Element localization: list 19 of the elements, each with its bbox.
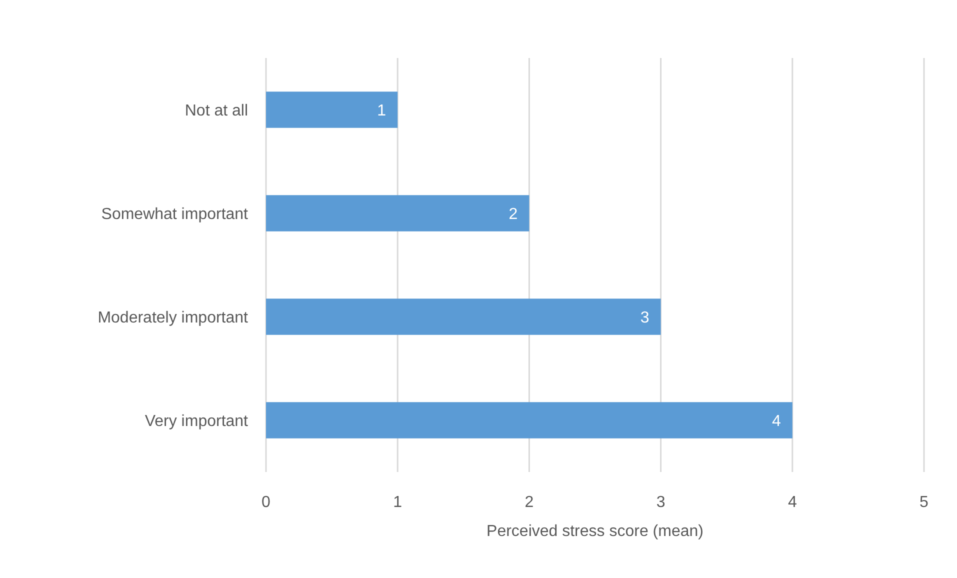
bar: [266, 92, 398, 128]
data-label: 3: [640, 309, 650, 326]
x-tick-label: 4: [788, 494, 797, 511]
bar: [266, 195, 530, 232]
data-label: 2: [508, 206, 518, 223]
data-label: 4: [772, 412, 781, 430]
x-tick-label: 0: [262, 494, 271, 511]
x-tick-label: 1: [393, 494, 402, 511]
x-axis-title: Perceived stress score (mean): [486, 523, 704, 540]
x-tick-label: 2: [524, 494, 534, 511]
data-label: 1: [377, 102, 386, 120]
y-tick-label: Somewhat important: [101, 206, 249, 223]
y-tick-label: Not at all: [184, 102, 248, 120]
bar: [266, 298, 661, 335]
x-tick-label: 5: [920, 494, 929, 511]
x-tick-label: 3: [656, 494, 666, 511]
y-tick-label: Moderately important: [98, 309, 249, 326]
y-tick-label: Very important: [144, 412, 249, 430]
bar: [266, 402, 792, 438]
